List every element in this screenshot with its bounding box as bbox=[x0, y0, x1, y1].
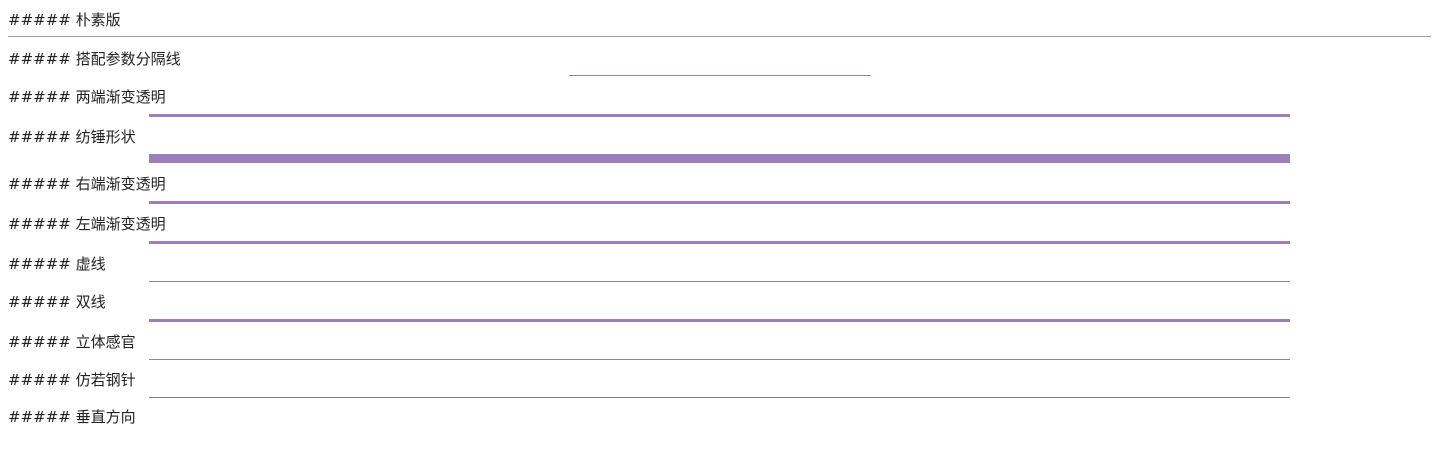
heading-3d: ##### 立体感官 bbox=[8, 333, 136, 351]
heading-spindle: ##### 纺锤形状 bbox=[8, 128, 136, 146]
divider-both-ends-fade bbox=[149, 114, 1290, 117]
divider-right-fade bbox=[149, 201, 1290, 204]
divider-plain bbox=[8, 36, 1431, 37]
divider-param bbox=[569, 75, 871, 76]
divider-3d bbox=[149, 359, 1290, 360]
heading-plain: ##### 朴素版 bbox=[8, 11, 121, 29]
heading-both-ends-fade: ##### 两端渐变透明 bbox=[8, 88, 166, 106]
heading-vertical: ##### 垂直方向 bbox=[8, 408, 136, 426]
divider-left-fade bbox=[149, 241, 1290, 244]
heading-right-fade: ##### 右端渐变透明 bbox=[8, 175, 166, 193]
divider-dashed bbox=[149, 281, 1290, 282]
heading-param-divider: ##### 搭配参数分隔线 bbox=[8, 50, 181, 68]
heading-left-fade: ##### 左端渐变透明 bbox=[8, 215, 166, 233]
divider-spindle bbox=[149, 154, 1290, 163]
divider-double bbox=[149, 319, 1290, 322]
heading-dashed: ##### 虚线 bbox=[8, 255, 106, 273]
heading-needle: ##### 仿若钢针 bbox=[8, 371, 136, 389]
divider-needle bbox=[149, 397, 1290, 398]
heading-double: ##### 双线 bbox=[8, 293, 106, 311]
